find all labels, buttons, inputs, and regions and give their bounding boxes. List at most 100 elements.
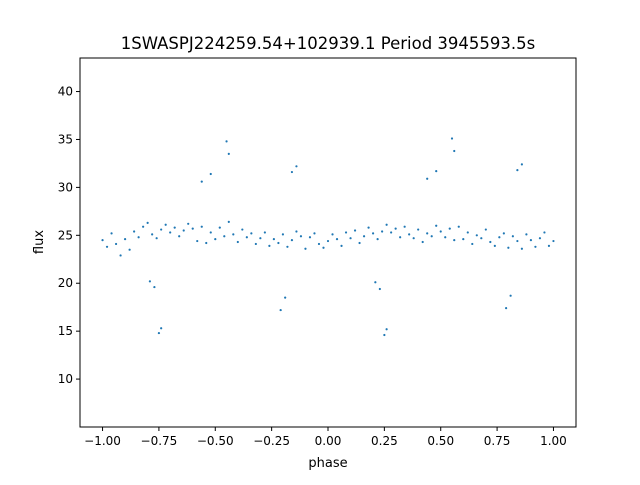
x-tick-label: 0.50 bbox=[427, 434, 454, 448]
data-point bbox=[322, 246, 325, 249]
data-point bbox=[489, 240, 492, 244]
data-point bbox=[153, 285, 156, 289]
data-point bbox=[214, 238, 217, 241]
data-point bbox=[295, 165, 298, 168]
y-tick-label: 40 bbox=[58, 85, 73, 99]
data-point bbox=[160, 327, 163, 330]
data-point bbox=[151, 233, 154, 236]
data-point bbox=[250, 232, 253, 235]
data-point bbox=[426, 177, 429, 180]
data-point bbox=[534, 245, 537, 248]
data-point bbox=[457, 225, 460, 228]
data-point bbox=[119, 254, 122, 257]
data-point bbox=[475, 234, 478, 237]
data-point bbox=[543, 231, 546, 234]
y-axis-label: flux bbox=[32, 230, 47, 254]
data-point bbox=[279, 308, 282, 312]
data-point bbox=[286, 245, 289, 248]
data-point bbox=[331, 233, 334, 236]
y-tick-label: 35 bbox=[58, 132, 73, 146]
data-point bbox=[137, 236, 140, 239]
data-point bbox=[353, 229, 357, 232]
data-point bbox=[335, 238, 339, 241]
x-tick-label: −0.50 bbox=[197, 434, 234, 448]
data-point bbox=[385, 223, 388, 226]
chart-title: 1SWASPJ224259.54+102939.1 Period 3945593… bbox=[121, 34, 536, 53]
data-point bbox=[448, 227, 451, 230]
data-point bbox=[376, 238, 379, 241]
data-point bbox=[367, 226, 370, 229]
data-point bbox=[390, 231, 393, 234]
data-point bbox=[313, 232, 316, 235]
x-tick-label: −0.75 bbox=[141, 434, 178, 448]
data-point bbox=[295, 230, 298, 233]
x-axis-label: phase bbox=[308, 456, 347, 471]
data-point bbox=[160, 228, 163, 231]
data-point bbox=[281, 233, 285, 236]
data-point bbox=[480, 237, 483, 240]
data-point bbox=[349, 237, 352, 240]
data-point bbox=[453, 149, 456, 153]
data-point bbox=[254, 242, 257, 246]
data-point bbox=[263, 231, 266, 234]
data-point bbox=[123, 238, 127, 241]
data-point bbox=[525, 233, 528, 236]
data-point bbox=[268, 244, 271, 247]
data-point bbox=[435, 170, 438, 173]
data-point bbox=[236, 240, 239, 244]
data-point bbox=[471, 242, 474, 246]
data-point bbox=[209, 231, 212, 234]
data-point bbox=[110, 232, 113, 235]
data-point bbox=[308, 236, 312, 239]
data-point bbox=[326, 239, 330, 243]
y-tick-label: 20 bbox=[58, 276, 73, 290]
data-point bbox=[245, 236, 248, 239]
data-point bbox=[484, 228, 487, 231]
data-point bbox=[453, 239, 456, 242]
data-point bbox=[466, 231, 469, 234]
data-point bbox=[227, 220, 230, 223]
data-point bbox=[142, 225, 145, 228]
data-point bbox=[148, 280, 151, 283]
data-point bbox=[101, 239, 104, 242]
data-point bbox=[399, 236, 402, 239]
data-point bbox=[223, 235, 226, 238]
data-point bbox=[381, 230, 384, 233]
data-point bbox=[385, 328, 388, 331]
data-point bbox=[200, 180, 203, 183]
data-point bbox=[128, 248, 131, 251]
data-point bbox=[502, 232, 505, 235]
x-tick-label: 0.00 bbox=[315, 434, 342, 448]
data-point bbox=[290, 170, 294, 174]
x-tick-label: 0.75 bbox=[484, 434, 511, 448]
data-point bbox=[182, 229, 185, 232]
x-tick-label: −0.25 bbox=[253, 434, 290, 448]
data-point bbox=[408, 233, 411, 236]
data-point bbox=[191, 227, 194, 230]
x-tick-label: 0.25 bbox=[371, 434, 398, 448]
data-point bbox=[290, 239, 294, 242]
data-point bbox=[529, 239, 533, 242]
data-point bbox=[146, 221, 149, 224]
data-point bbox=[358, 241, 361, 245]
data-points bbox=[101, 137, 555, 337]
data-point bbox=[520, 247, 523, 250]
data-point bbox=[507, 246, 510, 249]
data-point bbox=[498, 236, 501, 239]
data-point bbox=[511, 235, 514, 238]
data-point bbox=[439, 230, 442, 233]
data-point bbox=[412, 237, 415, 240]
data-point bbox=[394, 227, 397, 230]
data-point bbox=[277, 241, 280, 245]
x-tick-label: −1.00 bbox=[84, 434, 121, 448]
y-axis-ticks: 10 15 20 25 30 35 40 bbox=[58, 85, 80, 386]
data-point bbox=[259, 237, 262, 240]
x-tick-label: 1.00 bbox=[540, 434, 567, 448]
data-point bbox=[225, 140, 228, 143]
data-point bbox=[304, 247, 307, 250]
data-point bbox=[200, 225, 203, 228]
data-point bbox=[241, 228, 244, 231]
data-point bbox=[450, 137, 454, 140]
data-point bbox=[157, 331, 161, 335]
data-point bbox=[317, 242, 321, 246]
